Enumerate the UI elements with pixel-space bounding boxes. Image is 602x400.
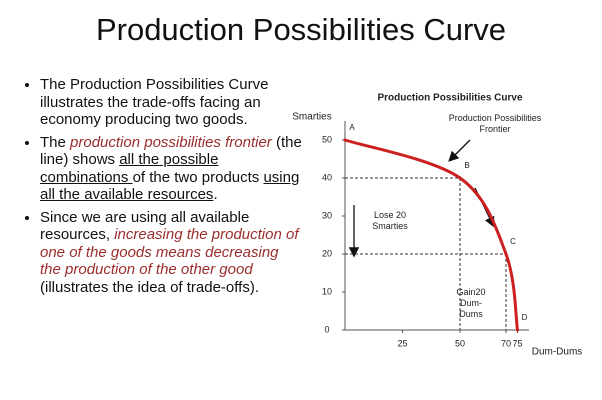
bullet: The Production Possibilities Curve illus… bbox=[40, 76, 302, 129]
bullet: Since we are using all available resourc… bbox=[40, 209, 302, 297]
gain-annotation: Gain20 Dum-Dums bbox=[456, 287, 486, 319]
point bbox=[343, 138, 347, 142]
lose-annotation: Lose 20 Smarties bbox=[372, 210, 408, 231]
bullet-text: increasing the production of one of the … bbox=[40, 226, 299, 278]
bullet-text: using all the available resources bbox=[40, 168, 300, 204]
y-tick-label: 30 bbox=[322, 210, 332, 220]
bullet: The production possibilities frontier (t… bbox=[40, 134, 302, 204]
slide-title: Production Possibilities Curve bbox=[95, 12, 507, 47]
frontier-curve bbox=[344, 138, 519, 331]
bullet-text: The bbox=[40, 133, 71, 151]
point-label: B bbox=[464, 161, 469, 170]
y-tick-label: 20 bbox=[322, 248, 332, 258]
x-tick-label: 50 bbox=[455, 338, 465, 348]
frontier-annotation: Production Possibilities Frontier bbox=[448, 113, 542, 134]
bullet-text: . bbox=[213, 186, 218, 203]
chart-title: Production Possibilities Curve bbox=[377, 93, 522, 104]
x-axis-label: Dum-Dums bbox=[532, 347, 583, 358]
x-tick-label: 25 bbox=[397, 338, 407, 348]
bullet-text: of the two products bbox=[132, 168, 264, 186]
y-tick-label: 0 bbox=[324, 324, 329, 334]
bullet-text: (illustrates the idea of trade-offs). bbox=[40, 278, 259, 296]
x-tick-label: 70 bbox=[501, 338, 511, 348]
bullet-text: Since we are using all available resourc… bbox=[40, 208, 250, 244]
bullet-text: all the possible combinations bbox=[40, 151, 219, 186]
y-tick-label: 50 bbox=[322, 134, 332, 144]
point bbox=[504, 252, 508, 256]
y-axis-label: Smarties bbox=[292, 112, 331, 123]
point bbox=[458, 176, 462, 180]
bullet-text: (the line) shows bbox=[40, 133, 302, 169]
y-tick-label: 10 bbox=[322, 286, 332, 296]
point-label: D bbox=[522, 313, 528, 322]
point bbox=[516, 328, 519, 332]
point-label: A bbox=[349, 123, 355, 132]
bullet-text: production possibilities frontier bbox=[70, 133, 272, 151]
point-label: C bbox=[510, 237, 516, 246]
bullet-list: The Production Possibilities Curve illus… bbox=[16, 76, 302, 301]
annotation-arrow bbox=[448, 139, 471, 162]
y-tick-label: 40 bbox=[322, 172, 332, 182]
bullet-text: The Production Possibilities Curve illus… bbox=[40, 76, 269, 128]
x-tick-label: 75 bbox=[512, 338, 522, 348]
